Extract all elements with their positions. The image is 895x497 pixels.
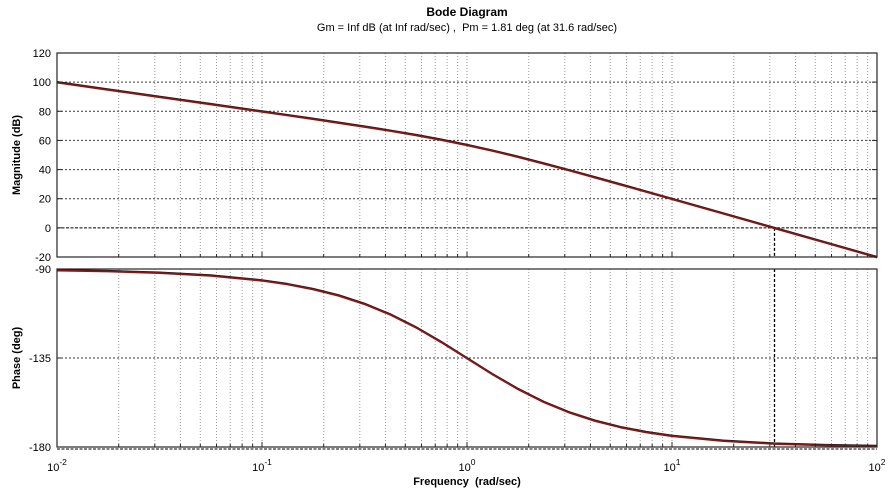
magnitude-curve: [56, 81, 878, 259]
y-tick-label: -135: [29, 353, 51, 365]
y-tick-label: 40: [39, 165, 51, 177]
y-tick-label: 60: [39, 135, 51, 147]
chart-subtitle: Gm = Inf dB (at Inf rad/sec) , Pm = 1.81…: [316, 22, 618, 34]
y-tick-label: -180: [29, 442, 51, 454]
y-tick-label: 100: [33, 77, 51, 89]
phase-curve-edge: [56, 269, 878, 446]
chart-title: Bode Diagram: [426, 5, 508, 19]
y-tick-label: -20: [35, 252, 51, 264]
x-tick-label: 10-1: [252, 457, 272, 474]
magnitude-curve-edge: [56, 81, 878, 257]
y-tick-label: 20: [39, 194, 51, 206]
frequency-axis-label: Frequency (rad/sec): [413, 476, 521, 488]
y-tick-label: 80: [39, 106, 51, 118]
y-tick-label: 0: [45, 223, 51, 235]
x-tick-label: 100: [459, 457, 476, 474]
x-tick-label: 101: [664, 457, 681, 474]
x-tick-label: 102: [869, 457, 886, 474]
y-tick-label: 120: [33, 48, 51, 60]
x-tick-label: 10-2: [47, 457, 67, 474]
y-tick-label: -90: [35, 264, 51, 276]
phase-curve: [56, 269, 878, 448]
